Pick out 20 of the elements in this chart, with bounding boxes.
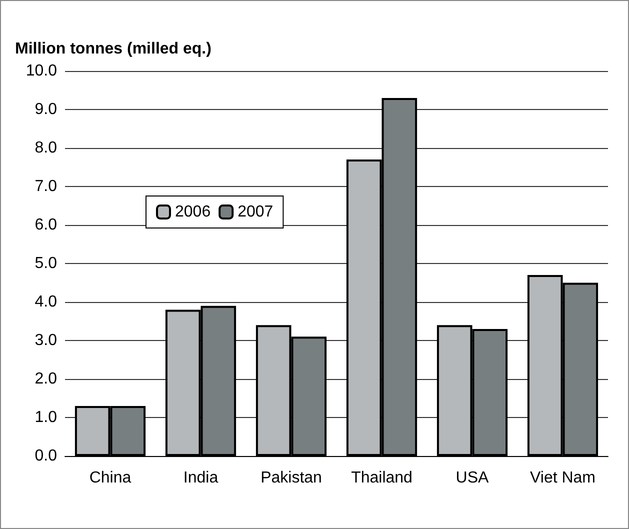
- y-tick-label: 6.0: [34, 216, 58, 234]
- y-tick-label: 2.0: [34, 370, 58, 388]
- x-tick-label: USA: [456, 470, 490, 486]
- y-tick-label: 7.0: [34, 178, 58, 195]
- x-tick-label: Pakistan: [260, 470, 322, 486]
- y-axis-title: Million tonnes (milled eq.): [15, 40, 212, 58]
- y-tick-label: 0.0: [34, 448, 58, 464]
- x-tick-label: Viet Nam: [530, 470, 596, 486]
- legend-label: 2006: [175, 204, 211, 220]
- y-tick-label: 9.0: [34, 101, 58, 118]
- y-tick-label: 5.0: [34, 255, 58, 272]
- legend-label: 2007: [238, 204, 274, 220]
- x-tick-label: China: [89, 470, 132, 486]
- y-tick-label: 8.0: [34, 140, 58, 156]
- y-tick-label: 4.0: [34, 294, 58, 310]
- y-tick-label: 10.0: [26, 62, 58, 80]
- y-tick-label: 1.0: [34, 409, 58, 426]
- x-tick-label: Thailand: [351, 470, 412, 486]
- y-tick-label: 3.0: [34, 332, 58, 349]
- x-tick-label: India: [183, 470, 218, 486]
